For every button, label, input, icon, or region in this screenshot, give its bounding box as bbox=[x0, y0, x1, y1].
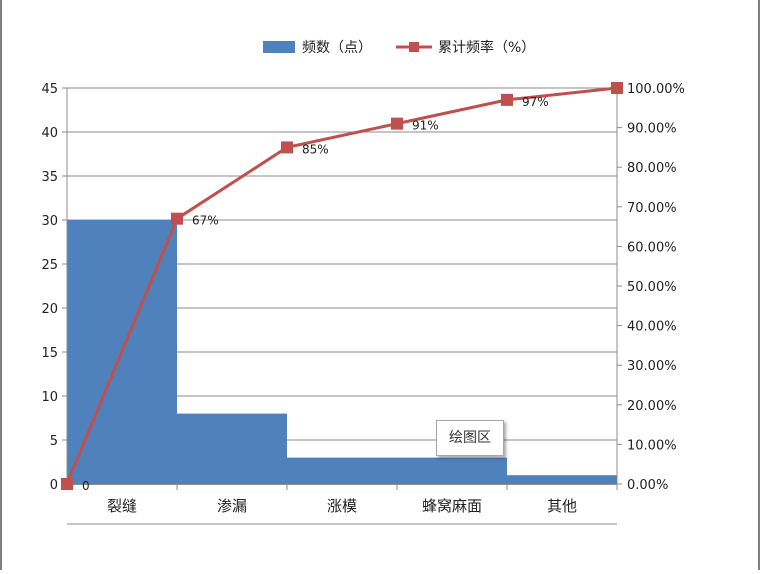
left-tick-label: 5 bbox=[50, 434, 58, 449]
category-label: 蜂窝麻面 bbox=[422, 497, 482, 515]
left-tick-label: 40 bbox=[41, 126, 58, 141]
right-tick-label: 90.00% bbox=[627, 122, 677, 137]
legend-line-label: 累计频率（%） bbox=[438, 39, 535, 56]
bar-其他 bbox=[507, 475, 617, 484]
category-label: 渗漏 bbox=[217, 497, 247, 515]
left-axis-ticks: 0 5 10 15 20 25 30 35 40 45 bbox=[41, 82, 58, 493]
legend-bar-label: 频数（点） bbox=[302, 40, 372, 56]
right-tick-label: 80.00% bbox=[627, 161, 677, 176]
right-tick-label: 10.00% bbox=[627, 438, 677, 453]
line-marker bbox=[61, 478, 73, 490]
line-data-labels: 0 67% 85% 91% 97% bbox=[82, 95, 549, 493]
category-label: 裂缝 bbox=[107, 497, 137, 515]
left-tick-label: 35 bbox=[41, 170, 58, 185]
right-tick-label: 40.00% bbox=[627, 320, 677, 335]
right-tick-label: 20.00% bbox=[627, 399, 677, 414]
bar-涨模 bbox=[287, 457, 397, 484]
frame-border-right bbox=[758, 0, 760, 570]
left-tick-label: 20 bbox=[41, 302, 58, 317]
line-marker bbox=[171, 212, 183, 225]
left-tick-label: 25 bbox=[41, 258, 58, 273]
right-tick-label: 70.00% bbox=[627, 201, 677, 216]
category-label: 涨模 bbox=[327, 497, 357, 515]
line-data-label: 0 bbox=[82, 479, 90, 493]
chart-axes bbox=[62, 87, 622, 525]
right-tick-label: 0.00% bbox=[627, 478, 668, 493]
left-tick-label: 0 bbox=[50, 478, 58, 493]
cumulative-line bbox=[65, 86, 618, 485]
line-marker bbox=[611, 82, 623, 94]
bar-渗漏 bbox=[177, 413, 287, 484]
right-tick-label: 60.00% bbox=[627, 240, 677, 255]
line-data-label: 85% bbox=[302, 142, 329, 156]
left-tick-label: 15 bbox=[41, 346, 58, 361]
left-tick-label: 30 bbox=[41, 214, 58, 229]
plot-area-tooltip: 绘图区 bbox=[436, 420, 504, 456]
right-tick-label: 100.00% bbox=[627, 82, 685, 97]
line-marker bbox=[501, 93, 513, 106]
line-data-label: 97% bbox=[522, 95, 549, 109]
right-tick-label: 30.00% bbox=[627, 359, 677, 374]
legend-line-marker bbox=[409, 42, 419, 52]
legend-bar-swatch bbox=[263, 41, 295, 53]
left-tick-label: 10 bbox=[41, 390, 58, 405]
right-tick-label: 50.00% bbox=[627, 280, 677, 295]
frame-border-left bbox=[0, 0, 2, 570]
line-data-label: 67% bbox=[192, 214, 219, 228]
left-tick-label: 45 bbox=[41, 82, 58, 97]
bar-蜂窝麻面 bbox=[397, 457, 507, 484]
line-data-label: 91% bbox=[412, 119, 439, 133]
line-series bbox=[61, 82, 623, 490]
category-axis-labels: 裂缝 渗漏 涨模 蜂窝麻面 其他 bbox=[107, 497, 577, 515]
right-axis-ticks: 0.00% 10.00% 20.00% 30.00% 40.00% 50.00% 60.00… bbox=[627, 82, 685, 493]
line-marker bbox=[281, 141, 293, 154]
category-label: 其他 bbox=[547, 497, 577, 515]
line-marker bbox=[391, 117, 403, 130]
chart-legend: 频数（点） 累计频率（%） bbox=[263, 39, 535, 56]
